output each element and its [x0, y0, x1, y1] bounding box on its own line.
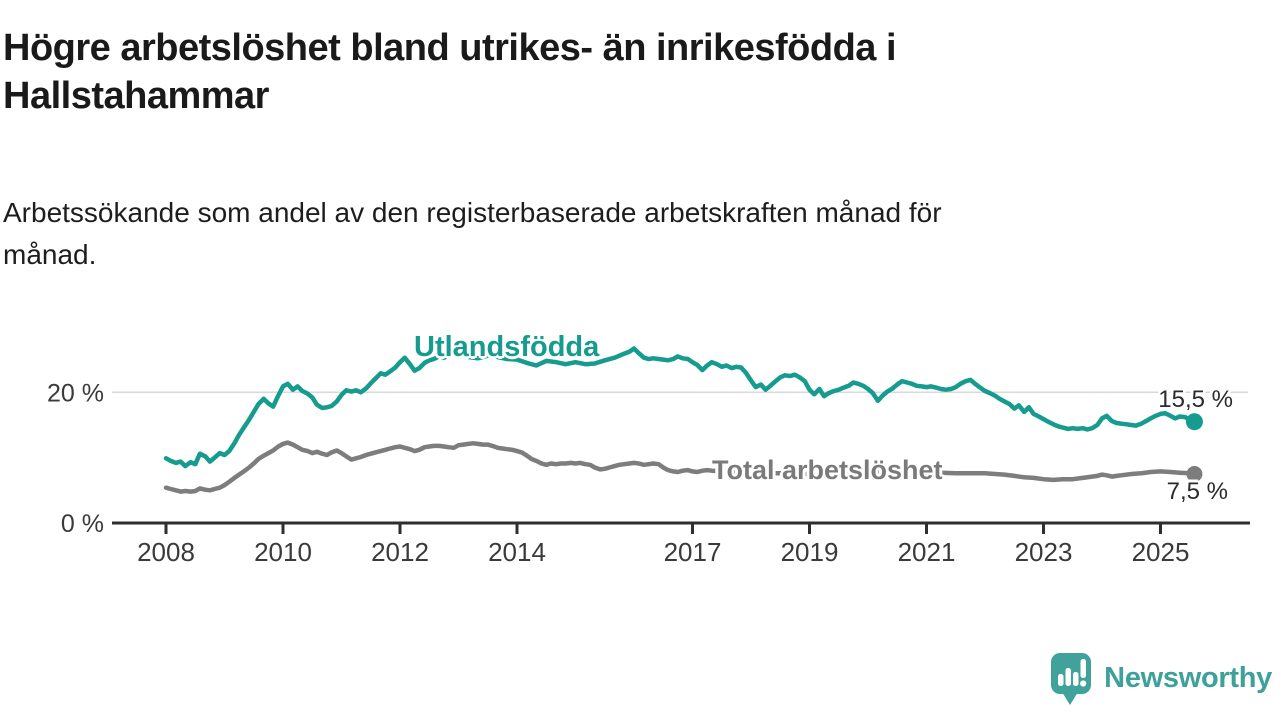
- end-value-label-total: 7,5 %: [1166, 478, 1228, 505]
- end-value-label-utlandsfodda: 15,5 %: [1158, 386, 1233, 413]
- series-label-total-arbetsloshet: Total arbetslöshet: [712, 455, 943, 485]
- series-line-1: [163, 440, 1197, 494]
- x-tick-label: 2014: [488, 537, 546, 567]
- x-tick-label: 2010: [254, 537, 312, 567]
- newsworthy-logo: Newsworthy: [1049, 648, 1272, 708]
- x-tick-label: 2008: [137, 537, 195, 567]
- y-tick-label: 0 %: [61, 510, 104, 538]
- newsworthy-logo-text: Newsworthy: [1104, 662, 1272, 694]
- newsworthy-logo-icon: [1051, 653, 1092, 705]
- x-tick-label: 2019: [781, 537, 839, 567]
- series-label-utlandsfodda: Utlandsfödda: [414, 331, 600, 363]
- x-tick-label: 2017: [664, 537, 722, 567]
- x-tick-label: 2021: [898, 537, 956, 567]
- series-end-dot-0: [1185, 413, 1203, 431]
- chart-title: Högre arbetslöshet bland utrikes- än inr…: [3, 27, 897, 117]
- series-line-0: [163, 346, 1197, 469]
- chart-subtitle: Arbetssökande som andel av den registerb…: [3, 197, 942, 270]
- x-tick-label: 2023: [1015, 537, 1073, 567]
- y-tick-label: 20 %: [47, 379, 104, 407]
- x-tick-label: 2025: [1132, 537, 1190, 567]
- series-end-dot-1: [1186, 465, 1203, 482]
- x-tick-label: 2012: [371, 537, 429, 567]
